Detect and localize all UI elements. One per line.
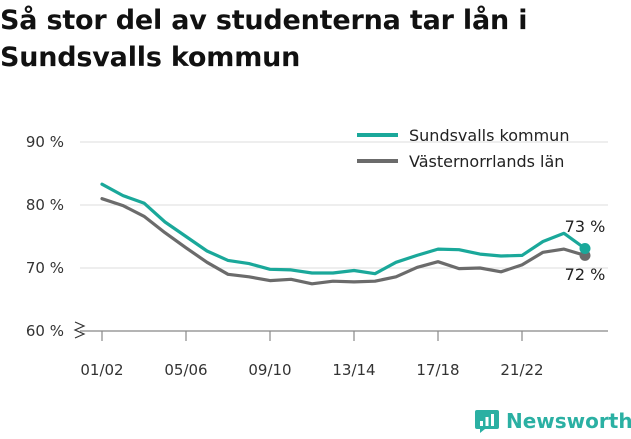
x-tick-label: 17/18 bbox=[416, 361, 459, 379]
y-tick-label: 60 % bbox=[26, 322, 64, 340]
x-tick-label: 09/10 bbox=[248, 361, 291, 379]
brand-name: Newsworthy bbox=[506, 409, 631, 433]
x-tick-label: 21/22 bbox=[500, 361, 543, 379]
axis-break-icon bbox=[73, 321, 86, 339]
legend-label: Västernorrlands län bbox=[409, 152, 564, 171]
x-axis: 01/02 05/06 09/10 13/14 17/18 21/22 bbox=[80, 331, 544, 379]
y-tick-label: 70 % bbox=[26, 259, 64, 277]
y-tick-label: 80 % bbox=[26, 196, 64, 214]
brand-logo: Newsworthy bbox=[474, 406, 631, 436]
legend-label: Sundsvalls kommun bbox=[409, 126, 569, 145]
newsworthy-logo-icon bbox=[475, 410, 499, 433]
end-label: 72 % bbox=[565, 265, 606, 284]
series-line bbox=[100, 182, 587, 276]
series-group: 73 % 72 % bbox=[100, 182, 606, 286]
grid bbox=[73, 141, 608, 339]
y-axis: 60 % 70 % 80 % 90 % bbox=[26, 133, 64, 340]
x-tick-label: 05/06 bbox=[164, 361, 207, 379]
y-tick-label: 90 % bbox=[26, 133, 64, 151]
series-end-point bbox=[579, 242, 591, 254]
page-title: Så stor del av studenterna tar lån i Sun… bbox=[0, 5, 528, 73]
legend: Sundsvalls kommun Västernorrlands län bbox=[357, 126, 569, 171]
x-tick-label: 13/14 bbox=[332, 361, 375, 379]
series-line bbox=[100, 197, 587, 286]
x-tick-label: 01/02 bbox=[80, 361, 123, 379]
end-label: 73 % bbox=[565, 217, 606, 236]
